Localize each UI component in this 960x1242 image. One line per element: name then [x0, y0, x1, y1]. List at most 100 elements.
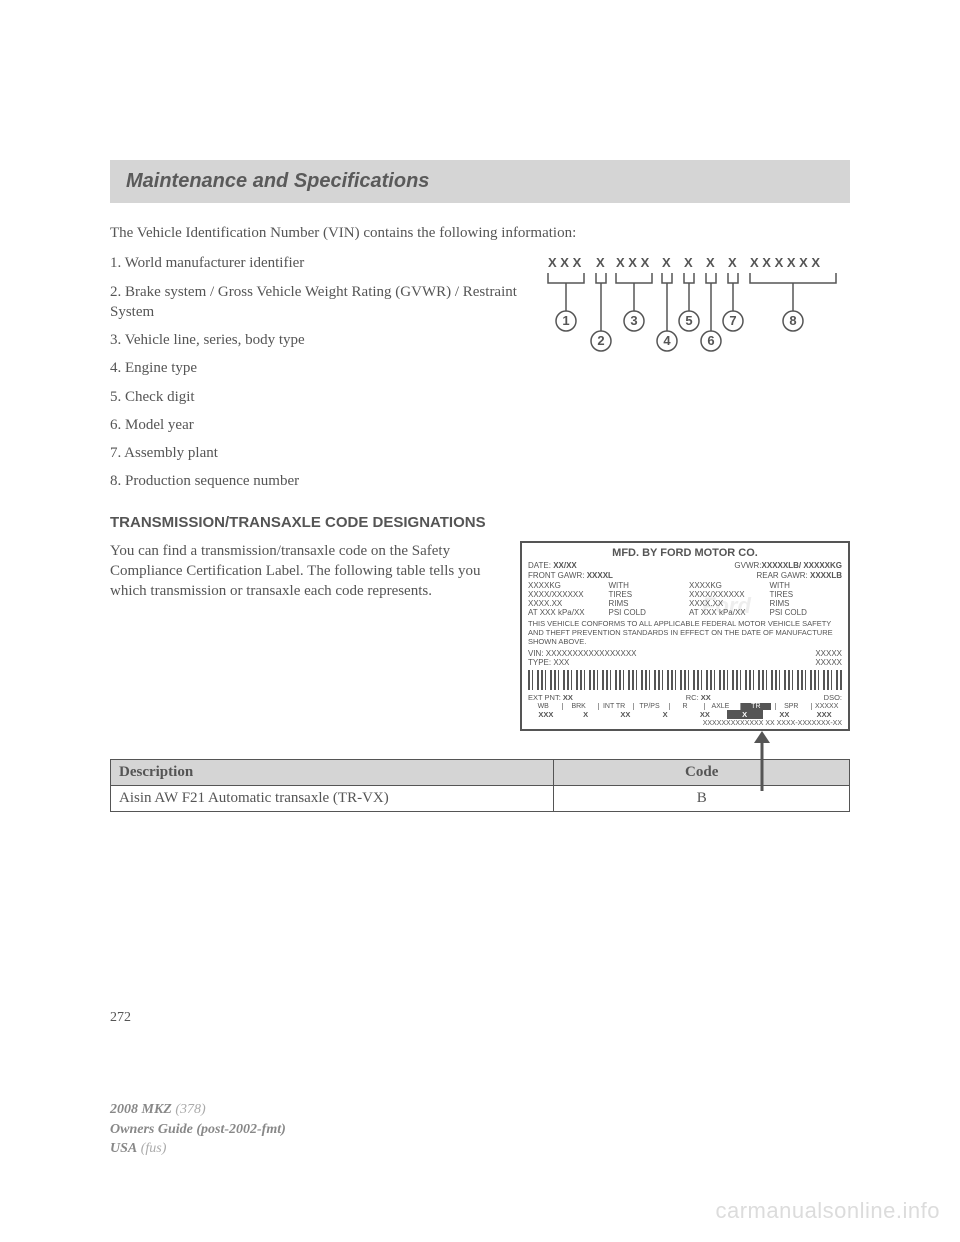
source-watermark: carmanualsonline.info	[715, 1198, 940, 1224]
label-val-0: XXX	[528, 710, 564, 719]
trans-heading: TRANSMISSION/TRANSAXLE CODE DESIGNATIONS	[110, 514, 850, 531]
vin-num-7: 7	[729, 313, 736, 328]
label-type-l: TYPE:	[528, 658, 551, 667]
page-number: 272	[110, 1010, 131, 1026]
label-t2: XXXX/XXXXXX	[689, 590, 745, 599]
label-val-1: X	[568, 710, 604, 719]
label-dso: DSO:	[824, 693, 842, 703]
label-val-row: XXX X XX X XX X XX XXX	[528, 710, 842, 719]
vin-item-2: 2. Brake system / Gross Vehicle Weight R…	[110, 282, 520, 323]
vin-num-3: 3	[630, 313, 637, 328]
label-hdr-2: INT TR	[598, 703, 629, 710]
label-hdr-6: TR	[740, 703, 771, 710]
footer-guide: Owners Guide (post-2002-fmt)	[110, 1120, 286, 1140]
label-rims2: RIMS	[770, 599, 843, 608]
label-psicold2: PSI COLD	[770, 608, 843, 617]
table-row: Aisin AW F21 Automatic transaxle (TR-VX)…	[111, 785, 850, 811]
vin-item-5: 5. Check digit	[110, 387, 520, 407]
label-tires2: TIRES	[770, 590, 843, 599]
vin-content-row: 1. World manufacturer identifier 2. Brak…	[110, 253, 850, 499]
label-date-l: DATE:	[528, 561, 551, 570]
trans-text: You can find a transmission/transaxle co…	[110, 541, 502, 731]
certification-label: Ford MFD. BY FORD MOTOR CO. DATE: XX/XX …	[520, 541, 850, 731]
label-gvwr-v: XXXXXLB/ XXXXXKG	[762, 561, 842, 570]
label-hdr-1: BRK	[562, 703, 593, 710]
label-ext-l: EXT PNT:	[528, 693, 561, 702]
vin-num-2: 2	[597, 333, 604, 348]
vin-diagram: X X X X X X X X X X X X X X X X X	[540, 253, 850, 373]
label-at1: AT	[528, 608, 537, 617]
label-hdr-4: R	[669, 703, 700, 710]
cert-label-wrap: Ford MFD. BY FORD MOTOR CO. DATE: XX/XX …	[520, 541, 850, 731]
label-ext-v: XX	[563, 693, 573, 702]
label-kg1: XXXXKG	[528, 581, 561, 590]
vin-num-6: 6	[707, 333, 714, 348]
vin-list: 1. World manufacturer identifier 2. Brak…	[110, 253, 520, 499]
label-gvwr-l: GVWR:	[734, 561, 761, 570]
label-r2: XXXX.XX	[689, 599, 723, 608]
label-hdr-row: WB BRK INT TR TP/PS R AXLE TR SPR XXXXX	[528, 703, 842, 710]
label-footer-r: XXXX-XXXXXXX-XX	[777, 720, 842, 727]
label-box1: XXXXX	[815, 649, 842, 658]
label-type-v: XXX	[553, 658, 569, 667]
vin-group-5: X	[684, 255, 693, 270]
label-psi2: XXX kPa/XX	[701, 608, 746, 617]
label-footer-l: XXXXXXXXXXXXX XX	[703, 720, 775, 727]
vin-item-4: 4. Engine type	[110, 358, 520, 378]
vin-group-8: X X X X X X	[750, 255, 820, 270]
code-table: Description Code Aisin AW F21 Automatic …	[110, 759, 850, 812]
vin-diagram-col: X X X X X X X X X X X X X X X X X	[540, 253, 850, 499]
intro-text: The Vehicle Identification Number (VIN) …	[110, 223, 850, 243]
label-vin-l: VIN:	[528, 649, 544, 658]
vin-group-1: X X X	[548, 255, 582, 270]
vin-group-4: X	[662, 255, 671, 270]
vin-group-6: X	[706, 255, 715, 270]
label-title: MFD. BY FORD MOTOR CO.	[528, 547, 842, 559]
vin-item-6: 6. Model year	[110, 415, 520, 435]
label-rear-l: REAR GAWR:	[756, 571, 807, 580]
label-val-7: XXX	[806, 710, 842, 719]
label-front-l: FRONT GAWR:	[528, 571, 584, 580]
label-hdr-8: XXXXX	[811, 703, 842, 710]
label-val-5: X	[727, 710, 763, 719]
label-box2: XXXXX	[815, 658, 842, 667]
footer-block: 2008 MKZ (378) Owners Guide (post-2002-f…	[110, 1100, 286, 1159]
footer-model: 2008 MKZ	[110, 1102, 172, 1117]
th-description: Description	[111, 759, 554, 785]
vin-group-3: X X X	[616, 255, 650, 270]
label-hdr-7: SPR	[775, 703, 806, 710]
footer-region-paren: (fus)	[141, 1141, 167, 1156]
label-vin-v: XXXXXXXXXXXXXXXXX	[546, 649, 637, 658]
label-r1: XXXX.XX	[528, 599, 562, 608]
vin-num-8: 8	[789, 313, 796, 328]
arrow-up-icon	[752, 731, 772, 791]
label-hdr-0: WB	[528, 703, 558, 710]
section-title: Maintenance and Specifications	[126, 170, 429, 192]
vin-num-1: 1	[562, 313, 569, 328]
table-header-row: Description Code	[111, 759, 850, 785]
label-at2: AT	[689, 608, 698, 617]
label-val-6: XX	[767, 710, 803, 719]
label-val-2: XX	[608, 710, 644, 719]
label-psi1: XXX kPa/XX	[540, 608, 585, 617]
label-front-v: XXXXL	[587, 571, 613, 580]
vin-item-7: 7. Assembly plant	[110, 443, 520, 463]
label-kg2: XXXXKG	[689, 581, 722, 590]
vin-num-4: 4	[663, 333, 671, 348]
th-code: Code	[554, 759, 850, 785]
label-date-v: XX/XX	[553, 561, 577, 570]
label-t1: XXXX/XXXXXX	[528, 590, 584, 599]
label-compliance: THIS VEHICLE CONFORMS TO ALL APPLICABLE …	[528, 620, 842, 646]
label-with2: WITH	[770, 581, 843, 590]
label-rc-l: RC:	[686, 693, 699, 702]
label-rims1: RIMS	[609, 599, 682, 608]
vin-group-2: X	[596, 255, 605, 270]
vin-group-7: X	[728, 255, 737, 270]
td-code: B	[554, 785, 850, 811]
label-hdr-3: TP/PS	[633, 703, 664, 710]
label-tires1: TIRES	[609, 590, 682, 599]
vin-item-3: 3. Vehicle line, series, body type	[110, 330, 520, 350]
label-psicold1: PSI COLD	[609, 608, 682, 617]
label-barcode	[528, 670, 842, 690]
label-rear-v: XXXXLB	[810, 571, 842, 580]
